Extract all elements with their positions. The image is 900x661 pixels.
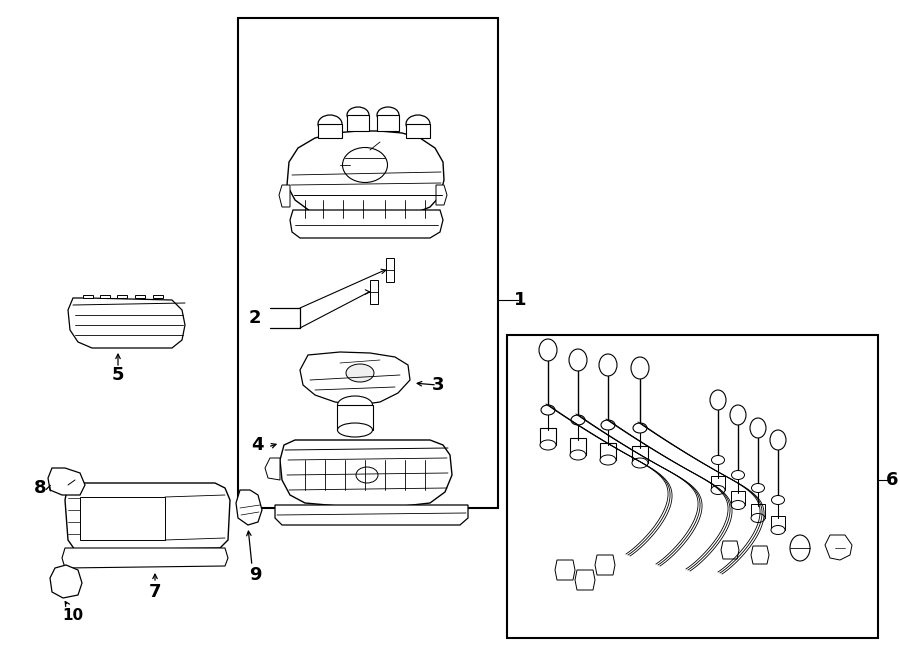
Polygon shape [62,548,228,568]
Polygon shape [632,446,648,463]
Ellipse shape [338,396,373,414]
Ellipse shape [632,458,648,468]
Polygon shape [135,295,145,298]
Polygon shape [68,298,185,348]
Ellipse shape [346,364,374,382]
Ellipse shape [770,430,786,450]
Polygon shape [711,476,725,490]
Ellipse shape [570,450,586,460]
Ellipse shape [771,525,785,535]
Text: 2: 2 [248,309,261,327]
Polygon shape [595,555,615,575]
Polygon shape [290,210,443,238]
Polygon shape [300,352,410,405]
Polygon shape [406,124,430,138]
Ellipse shape [710,390,726,410]
Ellipse shape [571,415,585,425]
Polygon shape [540,428,556,445]
Polygon shape [436,185,447,205]
Bar [507,335,878,638]
Text: 8: 8 [33,479,46,497]
Ellipse shape [599,354,617,376]
Polygon shape [280,440,452,507]
Polygon shape [570,438,586,455]
Polygon shape [275,505,468,525]
Text: 1: 1 [514,291,526,309]
Text: 7: 7 [148,583,161,601]
Ellipse shape [356,467,378,483]
Polygon shape [386,258,394,282]
Ellipse shape [751,514,765,522]
Polygon shape [721,541,739,559]
Polygon shape [751,504,765,518]
Polygon shape [825,535,852,560]
Text: 9: 9 [248,566,261,584]
Polygon shape [318,124,342,138]
Ellipse shape [338,423,373,437]
Ellipse shape [343,147,388,182]
Polygon shape [337,405,373,430]
Text: 6: 6 [886,471,898,489]
Polygon shape [65,483,230,550]
Polygon shape [377,115,399,131]
Ellipse shape [540,440,556,450]
Polygon shape [265,458,280,480]
Ellipse shape [711,485,725,494]
Ellipse shape [377,107,399,123]
Polygon shape [236,490,262,525]
Ellipse shape [541,405,555,415]
Ellipse shape [750,418,766,438]
Polygon shape [48,468,85,495]
Polygon shape [100,295,110,298]
Ellipse shape [732,471,744,479]
Polygon shape [117,295,127,298]
Bar [80,497,165,540]
Ellipse shape [712,455,724,465]
Ellipse shape [539,339,557,361]
Polygon shape [83,295,93,298]
Polygon shape [731,491,745,505]
Ellipse shape [730,405,746,425]
Ellipse shape [771,496,785,504]
Polygon shape [347,115,369,131]
Ellipse shape [633,423,647,433]
Ellipse shape [600,455,616,465]
Polygon shape [279,185,290,207]
Text: 3: 3 [432,376,445,394]
Polygon shape [153,295,163,298]
Polygon shape [771,516,785,530]
Polygon shape [575,570,595,590]
Ellipse shape [631,357,649,379]
Ellipse shape [601,420,615,430]
Ellipse shape [406,115,430,133]
Polygon shape [600,443,616,460]
Ellipse shape [347,107,369,123]
Polygon shape [370,280,378,304]
Ellipse shape [731,500,745,510]
Polygon shape [751,546,769,564]
Polygon shape [50,565,82,598]
Ellipse shape [790,535,810,561]
Polygon shape [287,131,444,219]
Text: 10: 10 [62,607,84,623]
Ellipse shape [569,349,587,371]
Text: 4: 4 [251,436,263,454]
Text: 5: 5 [112,366,124,384]
Polygon shape [555,560,575,580]
Ellipse shape [318,115,342,133]
Ellipse shape [752,483,764,492]
Bar [238,18,498,508]
